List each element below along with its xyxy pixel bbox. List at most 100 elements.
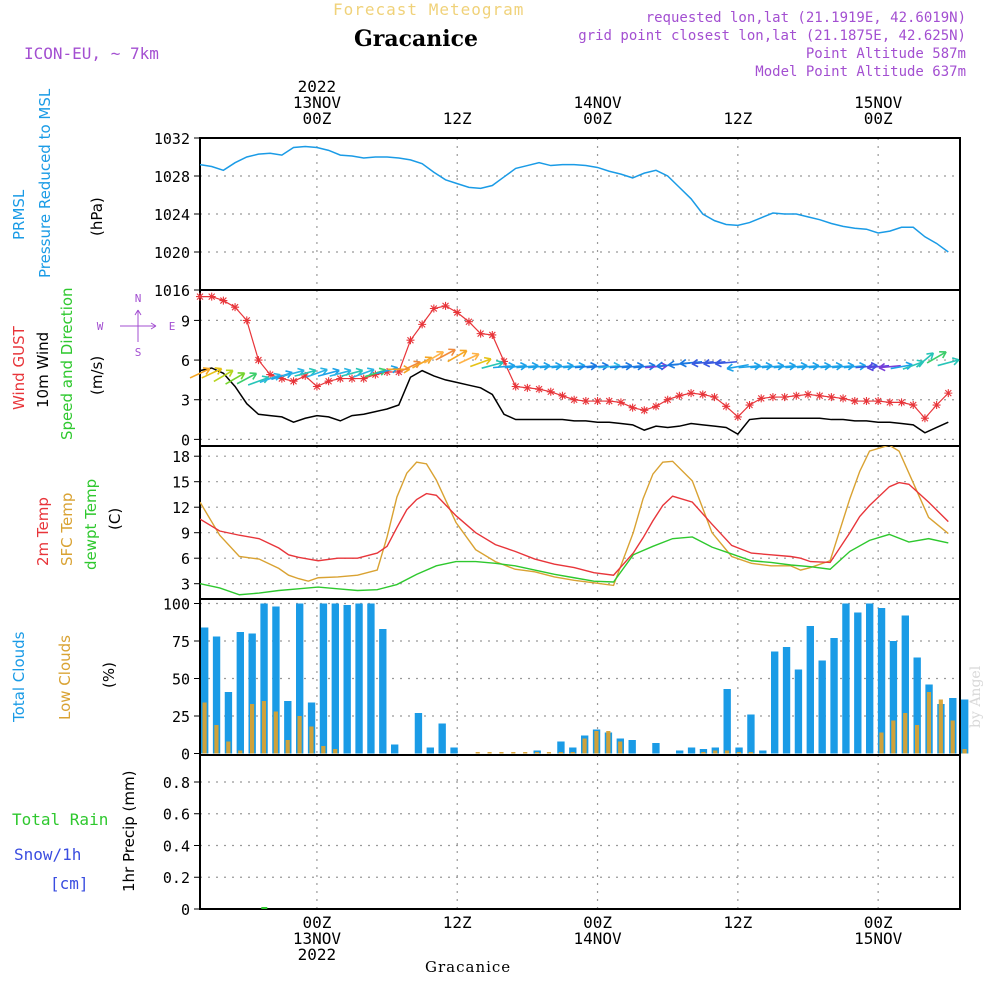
sfc-temp-line: [200, 446, 949, 587]
total-cloud-bar: [248, 633, 256, 754]
gust-marker: [663, 395, 672, 404]
gust-marker: [523, 383, 532, 392]
ytick-label: 0: [181, 901, 190, 919]
time-label-top: 00Z: [302, 109, 331, 128]
total-cloud-bar: [379, 629, 387, 754]
ytick-label: 100: [163, 596, 190, 614]
panel-frame-temp: [199, 445, 961, 600]
precip-legend-label: Snow/1h: [14, 845, 82, 864]
wind-arrow: [878, 362, 901, 372]
gust-marker: [593, 397, 602, 406]
compass-e: E: [169, 320, 176, 333]
total-cloud-bar: [272, 606, 280, 754]
time-label-bottom: 15NOV: [854, 929, 903, 948]
temp-axis-label: dewpt Temp: [82, 478, 100, 570]
time-label-top: 13NOV: [293, 93, 342, 112]
total-cloud-bar: [961, 699, 969, 754]
total-cloud-bar: [687, 747, 696, 754]
low-cloud-bar: [891, 720, 896, 754]
gust-marker: [616, 398, 625, 407]
gust-marker: [488, 330, 497, 339]
wind-arrow: [236, 372, 258, 385]
point-altitude: Point Altitude 587m: [805, 46, 966, 62]
wind-arrow: [447, 349, 468, 363]
time-label-bottom: 00Z: [864, 913, 893, 932]
ytick-label: 0.4: [163, 837, 190, 855]
gust-marker: [745, 401, 754, 410]
total-cloud-bar: [296, 603, 304, 754]
gridpoint-coords: grid point closest lon,lat (21.1875E, 42…: [578, 28, 966, 44]
gust-marker: [698, 390, 707, 399]
wind-arrow: [189, 367, 211, 379]
gust-marker: [839, 394, 848, 403]
gust-marker: [312, 382, 321, 391]
gust-marker: [874, 397, 883, 406]
total-cloud-bar: [676, 750, 684, 754]
ytick-label: 1032: [154, 130, 190, 148]
low-cloud-bar: [202, 702, 207, 754]
model-altitude: Model Point Altitude 637m: [755, 64, 966, 80]
total-cloud-bar: [699, 749, 708, 754]
ytick-label: 6: [181, 550, 190, 568]
gust-marker: [196, 292, 204, 301]
clouds-axis-label: (%): [100, 662, 118, 688]
wind-axis-label: (m/s): [88, 355, 106, 395]
wind-speed-line: [199, 367, 949, 436]
low-cloud-bar: [594, 731, 599, 754]
total-cloud-bar: [201, 627, 209, 754]
temp-axis-label: SFC Temp: [58, 492, 76, 566]
ytick-label: 1016: [154, 282, 190, 300]
gust-marker: [324, 377, 333, 386]
wind-arrow: [213, 369, 234, 383]
ytick-label: 0: [181, 431, 190, 449]
gust-marker: [242, 316, 251, 325]
low-cloud-bar: [297, 716, 302, 754]
gust-marker: [394, 367, 403, 376]
low-cloud-bar: [962, 749, 967, 754]
low-cloud-bar: [725, 750, 730, 754]
low-cloud-bar: [285, 740, 290, 754]
ytick-label: 9: [181, 525, 190, 543]
wind-arrow: [866, 362, 890, 372]
ytick-label: 0.2: [163, 869, 190, 887]
gust-marker: [207, 292, 216, 301]
low-cloud-bar: [713, 750, 718, 754]
gust-marker: [535, 385, 544, 394]
wind-arrow: [656, 361, 679, 371]
wind-arrow: [412, 356, 433, 369]
gust-marker: [453, 308, 462, 317]
total-cloud-bar: [438, 723, 446, 754]
low-cloud-bar: [950, 720, 955, 754]
gust-marker: [254, 356, 263, 365]
wind-arrow: [470, 356, 492, 368]
gust-marker: [885, 398, 894, 407]
ytick-label: 3: [181, 392, 190, 410]
wind-axis-label: 10m Wind: [34, 331, 52, 408]
total-cloud-bar: [450, 747, 458, 754]
gust-marker: [792, 391, 801, 400]
pressure-axis-label: PRMSL: [10, 189, 28, 240]
wind-arrow: [926, 351, 947, 364]
total-cloud-bar: [355, 603, 363, 754]
gust-marker: [944, 389, 953, 398]
ytick-label: 1020: [154, 244, 190, 262]
wind-arrow: [937, 357, 960, 367]
time-label-top: 14NOV: [573, 93, 622, 112]
pressure-line: [199, 145, 949, 253]
total-cloud-bar: [212, 636, 221, 754]
gust-marker: [710, 393, 719, 402]
gust-marker: [476, 329, 485, 338]
precip-axis-label: 1hr Precip (mm): [120, 770, 138, 892]
gust-marker: [687, 389, 696, 398]
time-label-bottom: 12Z: [723, 913, 752, 932]
wind-arrow: [435, 348, 456, 361]
gust-marker: [301, 371, 310, 380]
time-label-top: 12Z: [443, 109, 472, 128]
gust-marker: [266, 370, 275, 379]
total-cloud-bar: [866, 603, 874, 754]
total-cloud-bar: [818, 660, 826, 754]
low-cloud-bar: [226, 741, 231, 754]
low-cloud-bar: [261, 701, 267, 754]
time-label-top: 2022: [298, 77, 337, 96]
location-title: Gracanice: [354, 26, 479, 52]
